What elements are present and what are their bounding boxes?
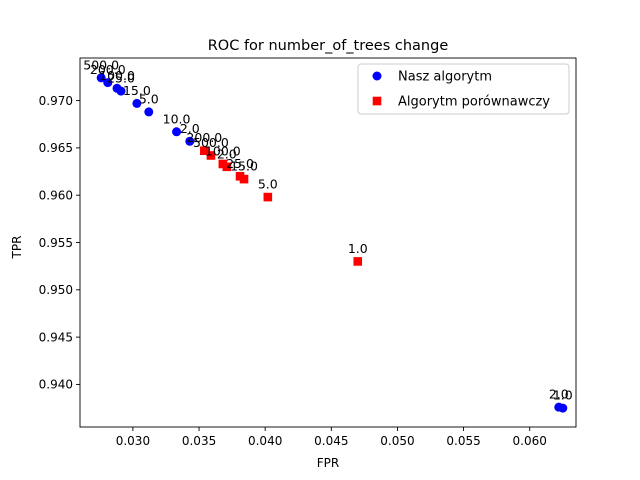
y-axis-ticks: 0.940 0.945 0.950 0.955 0.960 0.965 0.970 <box>39 94 80 392</box>
plot-area: 500.0200.0100.025.015.05.010.02.02.01.02… <box>79 57 577 428</box>
x-tick-label: 0.045 <box>314 434 348 448</box>
x-axis-ticks: 0.030 0.035 0.040 0.045 0.050 0.055 0.060 <box>116 427 547 448</box>
legend-box <box>357 63 570 115</box>
y-axis-label: TPR <box>10 236 24 260</box>
series-0-point-5 <box>144 107 154 117</box>
x-tick-label: 0.055 <box>446 434 480 448</box>
series-1-point-0 <box>200 146 209 156</box>
series-1-point-5 <box>239 174 249 184</box>
series-0-point-4-label: 15.0 <box>123 83 151 98</box>
series-1-point-7-label: 1.0 <box>348 241 368 256</box>
series-0-point-9 <box>558 403 568 413</box>
legend: Nasz algorytm Algorytm porównawczy <box>357 63 570 115</box>
series-1-point-1-label: 500.0 <box>193 135 229 150</box>
series-0-point-2-label: 100.0 <box>99 68 135 83</box>
legend-entry-1: Algorytm porównawczy <box>398 95 550 110</box>
y-tick-label: 0.955 <box>39 236 73 250</box>
legend-entry-0: Nasz algorytm <box>398 70 492 85</box>
series-0-point-6-label: 10.0 <box>163 111 191 126</box>
x-tick-label: 0.040 <box>248 434 282 448</box>
series-0-point-5-label: 5.0 <box>139 91 159 106</box>
series-0-point-3 <box>116 86 126 96</box>
x-tick-label: 0.035 <box>182 434 216 448</box>
x-tick-label: 0.050 <box>380 434 414 448</box>
series-0-point-0 <box>96 73 106 83</box>
chart-title: ROC for number_of_trees change <box>208 38 449 54</box>
series-0-point-7 <box>185 136 195 146</box>
series-1-point-3-label: 2.0 <box>217 146 237 161</box>
series-0-point-3-label: 25.0 <box>107 71 135 86</box>
plot-background <box>80 58 576 427</box>
series-1-point-6-label: 5.0 <box>258 177 278 192</box>
x-axis-label: FPR <box>317 456 339 470</box>
series-1-point-7 <box>353 257 363 266</box>
y-tick-label: 0.945 <box>39 330 73 344</box>
x-tick-label: 0.060 <box>513 434 547 448</box>
series-1-point-2-label: 100.0 <box>205 143 241 158</box>
legend-marker-1 <box>372 96 382 106</box>
series-1-point-6 <box>263 192 273 202</box>
y-tick-label: 0.940 <box>39 378 73 392</box>
x-tick-label: 0.030 <box>116 434 150 448</box>
y-tick-label: 0.970 <box>39 94 73 108</box>
series-1-point-1 <box>206 151 216 160</box>
series-1-point-5-label: 15.0 <box>230 159 258 174</box>
y-tick-label: 0.960 <box>39 188 73 202</box>
series-0-point-1-label: 200.0 <box>90 62 126 77</box>
series-1-point-4-label: 25.0 <box>226 156 254 171</box>
series-0-point-0-label: 500.0 <box>83 57 119 72</box>
series-1-point-3 <box>222 162 232 172</box>
series-0-point-8-label: 2.0 <box>549 387 569 402</box>
series-1-point-0-label: 200.0 <box>186 130 222 145</box>
series-0-point-9-label: 1.0 <box>553 388 573 403</box>
series-0-point-7-label: 2.0 <box>180 121 200 136</box>
y-tick-label: 0.950 <box>39 283 73 297</box>
series-0-point-6 <box>172 127 182 137</box>
legend-marker-0 <box>372 71 382 81</box>
series-0-point-4 <box>132 98 142 108</box>
y-tick-label: 0.965 <box>39 141 73 155</box>
series-0-point-1 <box>103 78 113 88</box>
